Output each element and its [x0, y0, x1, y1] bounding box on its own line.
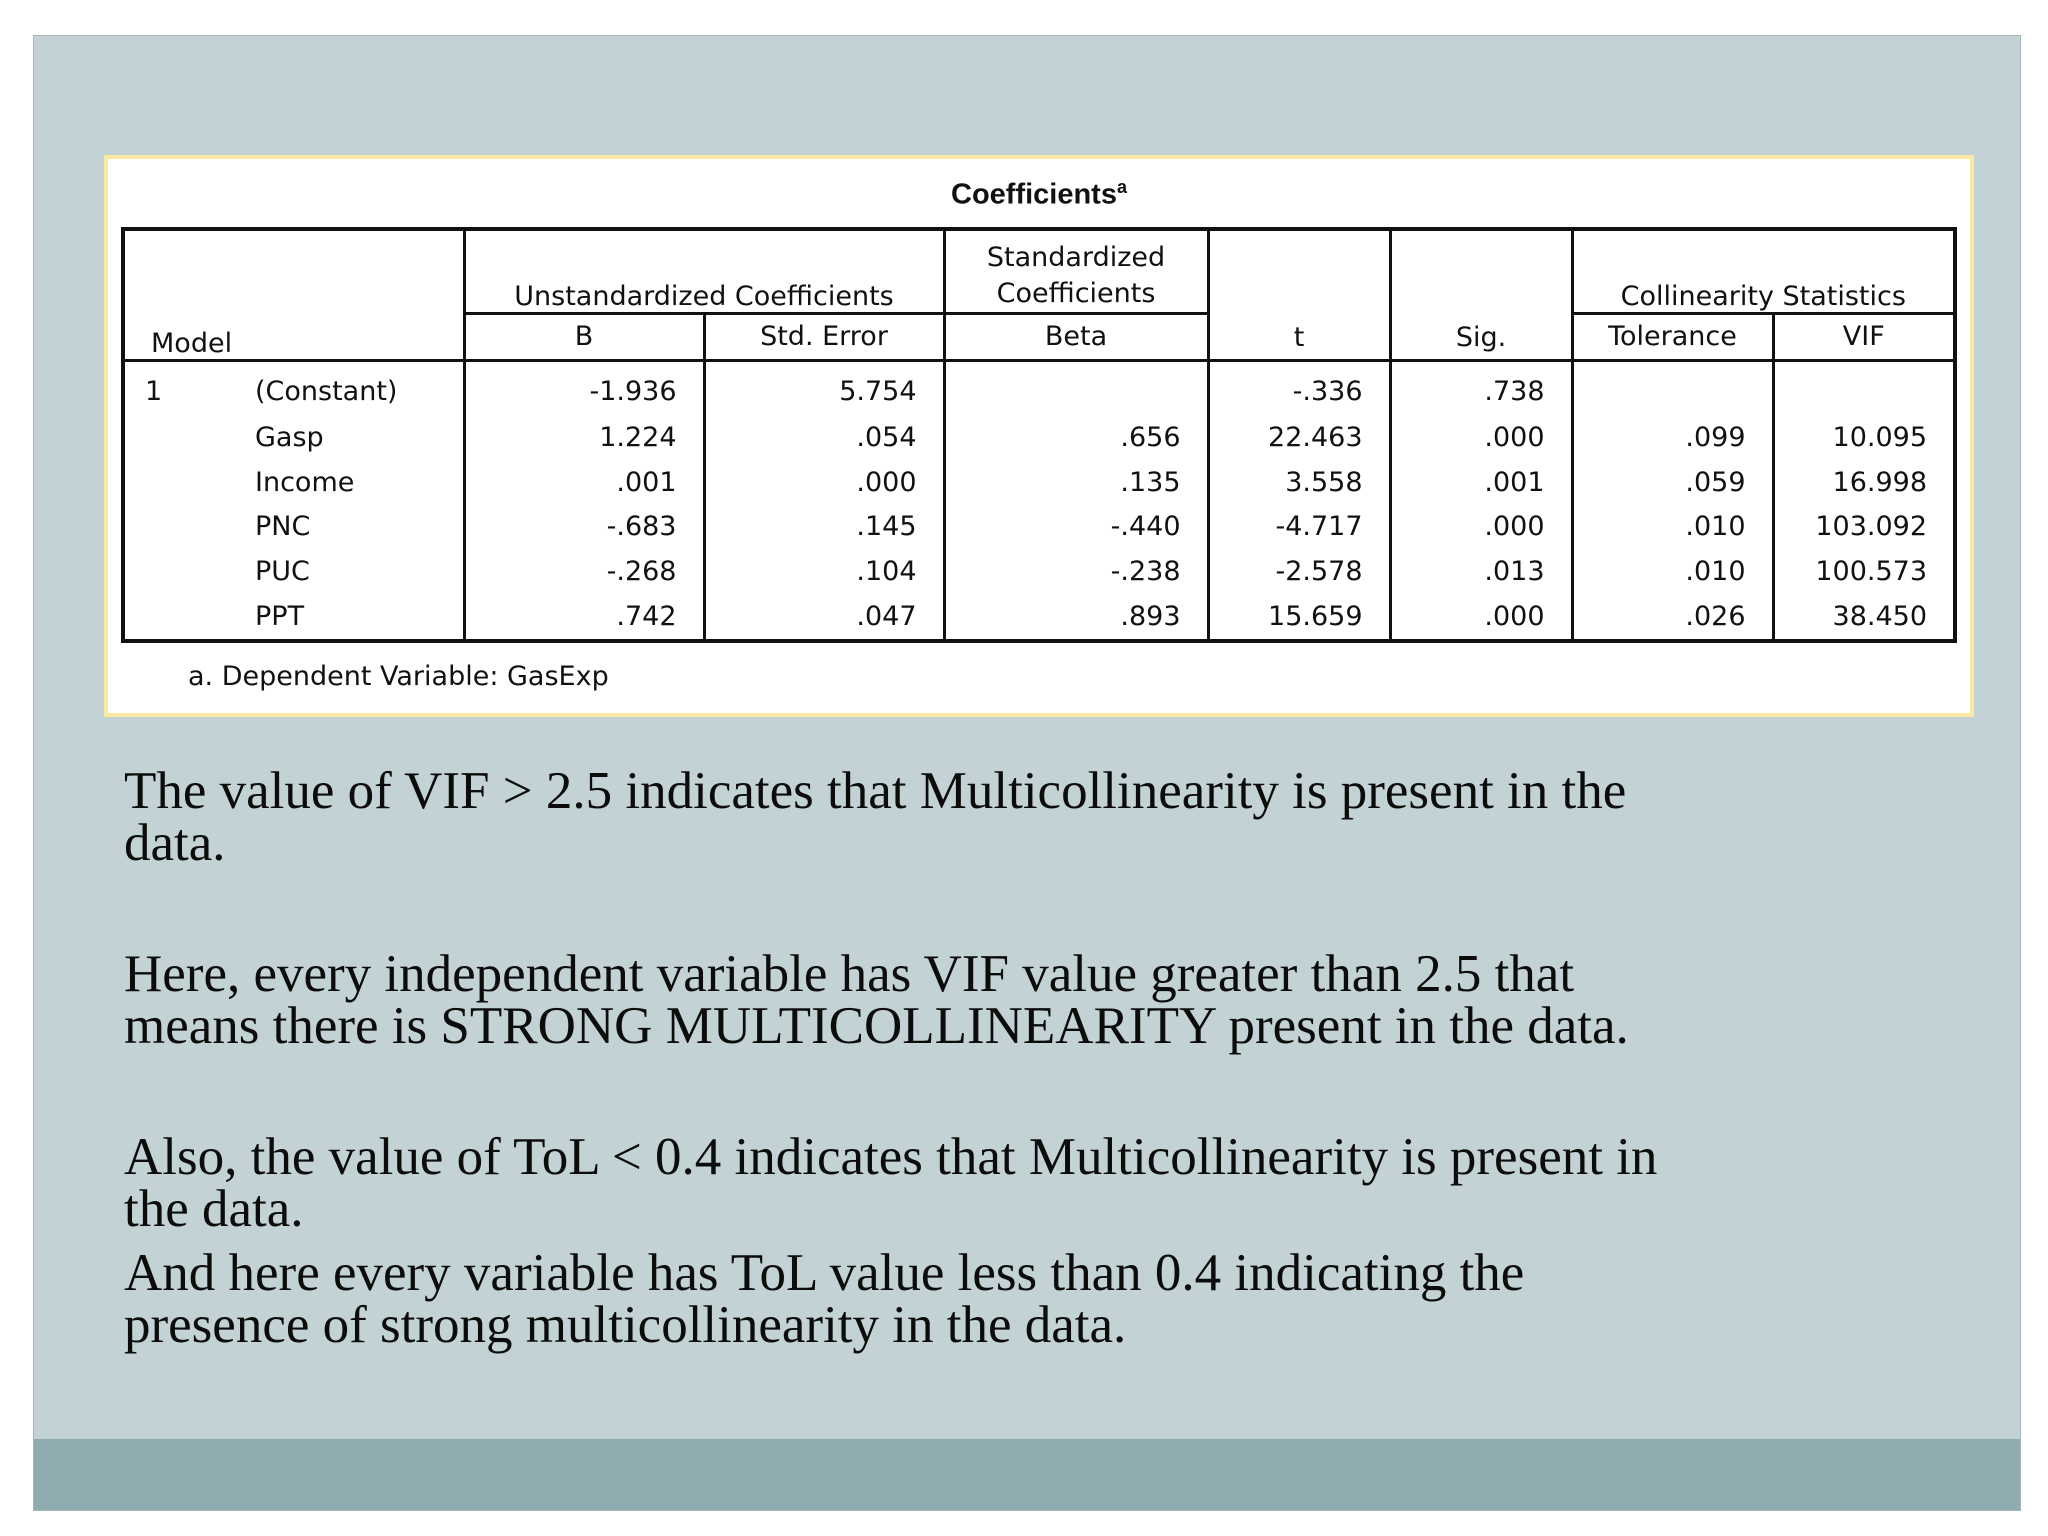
b-value: .742	[462, 593, 704, 641]
variable-name: PUC	[255, 555, 310, 587]
t-value: -4.717	[1206, 504, 1391, 549]
std-error-value: .000	[702, 459, 945, 505]
paragraph-vif-conclusion: Here, every independent variable has VIF…	[124, 945, 1924, 1055]
sig-value: .013	[1388, 548, 1573, 594]
beta-value: .893	[942, 593, 1209, 641]
table-row: PUC -.268 .104 -.238 -2.578 .013 .010 10…	[123, 548, 1956, 594]
tolerance-value: .010	[1570, 504, 1774, 549]
b-value: -.683	[462, 504, 704, 549]
table-footnote: a. Dependent Variable: GasExp	[188, 661, 609, 692]
beta-value: .135	[942, 459, 1209, 505]
std-error-value: 5.754	[702, 360, 945, 416]
sig-header: Sig.	[1388, 229, 1573, 362]
vif-value: 10.095	[1771, 415, 1956, 460]
collinearity-header: Collinearity Statistics	[1570, 229, 1956, 313]
tolerance-header: Tolerance	[1570, 311, 1774, 362]
t-value: 3.558	[1206, 459, 1391, 505]
model-header: Model	[123, 229, 464, 362]
std-error-value: .145	[702, 504, 945, 549]
t-value: 22.463	[1206, 415, 1391, 460]
b-header: B	[462, 311, 704, 362]
vif-header: VIF	[1771, 311, 1956, 362]
tolerance-value: .059	[1570, 459, 1774, 505]
b-value: .001	[462, 459, 704, 505]
b-value: 1.224	[462, 415, 704, 460]
t-value: -2.578	[1206, 548, 1391, 594]
beta-header: Beta	[942, 311, 1209, 362]
model-number: 1	[145, 375, 163, 407]
table-row: Income .001 .000 .135 3.558 .001 .059 16…	[123, 459, 1956, 505]
footer-band	[34, 1439, 2020, 1510]
std-error-value: .054	[702, 415, 945, 460]
table-row: PPT .742 .047 .893 15.659 .000 .026 38.4…	[123, 593, 1956, 641]
table-title: Coefficientsa	[951, 177, 1127, 211]
t-header: t	[1206, 229, 1391, 362]
sig-value: .738	[1388, 360, 1573, 416]
paragraph-line: Here, every independent variable has VIF…	[124, 945, 1575, 1003]
table-row: 1 (Constant) -1.936 5.754 -.336 .738	[123, 360, 1956, 416]
sig-value: .001	[1388, 459, 1573, 505]
paragraph-tol-conclusion: And here every variable has ToL value le…	[124, 1244, 1924, 1354]
paragraph-tol-threshold: Also, the value of ToL < 0.4 indicates t…	[124, 1128, 1924, 1238]
vif-value	[1771, 360, 1956, 416]
b-value: -.268	[462, 548, 704, 594]
vif-value: 16.998	[1771, 459, 1956, 505]
coefficients-table-image: Coefficientsa Model Unstandardized Coeff…	[104, 155, 1974, 717]
std-error-header: Std. Error	[702, 311, 945, 362]
beta-value: .656	[942, 415, 1209, 460]
coefficients-table: Model Unstandardized Coefficients Standa…	[121, 227, 1958, 643]
vif-value: 38.450	[1771, 593, 1956, 641]
vif-value: 100.573	[1771, 548, 1956, 594]
std-error-value: .047	[702, 593, 945, 641]
paragraph-line: presence of strong multicollinearity in …	[124, 1296, 1127, 1354]
beta-value: -.238	[942, 548, 1209, 594]
t-value: 15.659	[1206, 593, 1391, 641]
paragraph-line: Also, the value of ToL < 0.4 indicates t…	[124, 1128, 1658, 1186]
slide: Coefficientsa Model Unstandardized Coeff…	[33, 35, 2021, 1511]
variable-name: Income	[255, 466, 355, 498]
tolerance-value	[1570, 360, 1774, 416]
unstandardized-header: Unstandardized Coefficients	[462, 229, 945, 313]
paragraph-line: the data.	[124, 1180, 304, 1238]
variable-name: (Constant)	[255, 375, 398, 407]
t-value: -.336	[1206, 360, 1391, 416]
standardized-header: Standardized Coefficients	[942, 229, 1209, 313]
tolerance-value: .010	[1570, 548, 1774, 594]
paragraph-line: data.	[124, 814, 226, 872]
paragraph-line: The value of VIF > 2.5 indicates that Mu…	[124, 762, 1627, 820]
b-value: -1.936	[462, 360, 704, 416]
variable-name: PNC	[255, 511, 311, 543]
beta-value	[942, 360, 1209, 416]
sig-value: .000	[1388, 593, 1573, 641]
tolerance-value: .026	[1570, 593, 1774, 641]
paragraph-line: means there is STRONG MULTICOLLINEARITY …	[124, 997, 1629, 1055]
table-row: Gasp 1.224 .054 .656 22.463 .000 .099 10…	[123, 415, 1956, 460]
variable-name: Gasp	[255, 422, 324, 454]
beta-value: -.440	[942, 504, 1209, 549]
paragraph-line: And here every variable has ToL value le…	[124, 1244, 1525, 1302]
sig-value: .000	[1388, 415, 1573, 460]
vif-value: 103.092	[1771, 504, 1956, 549]
std-error-value: .104	[702, 548, 945, 594]
tolerance-value: .099	[1570, 415, 1774, 460]
paragraph-vif-threshold: The value of VIF > 2.5 indicates that Mu…	[124, 762, 1924, 872]
table-row: PNC -.683 .145 -.440 -4.717 .000 .010 10…	[123, 504, 1956, 549]
variable-name: PPT	[255, 600, 305, 632]
sig-value: .000	[1388, 504, 1573, 549]
